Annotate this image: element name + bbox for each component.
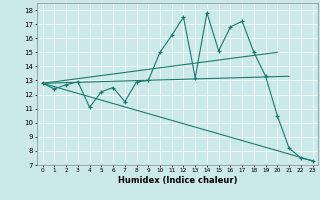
- X-axis label: Humidex (Indice chaleur): Humidex (Indice chaleur): [118, 176, 237, 185]
